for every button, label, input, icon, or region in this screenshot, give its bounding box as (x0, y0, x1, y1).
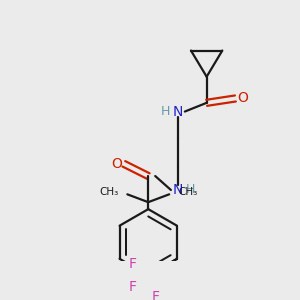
Text: CH₃: CH₃ (99, 187, 119, 197)
Text: H: H (161, 105, 170, 118)
Text: N: N (173, 183, 183, 197)
Text: F: F (128, 280, 136, 294)
Text: N: N (173, 104, 183, 118)
Text: O: O (111, 157, 122, 171)
Text: O: O (237, 92, 248, 106)
Text: H: H (185, 184, 195, 196)
Text: F: F (128, 257, 136, 271)
Text: F: F (151, 290, 159, 300)
Text: CH₃: CH₃ (178, 187, 197, 197)
